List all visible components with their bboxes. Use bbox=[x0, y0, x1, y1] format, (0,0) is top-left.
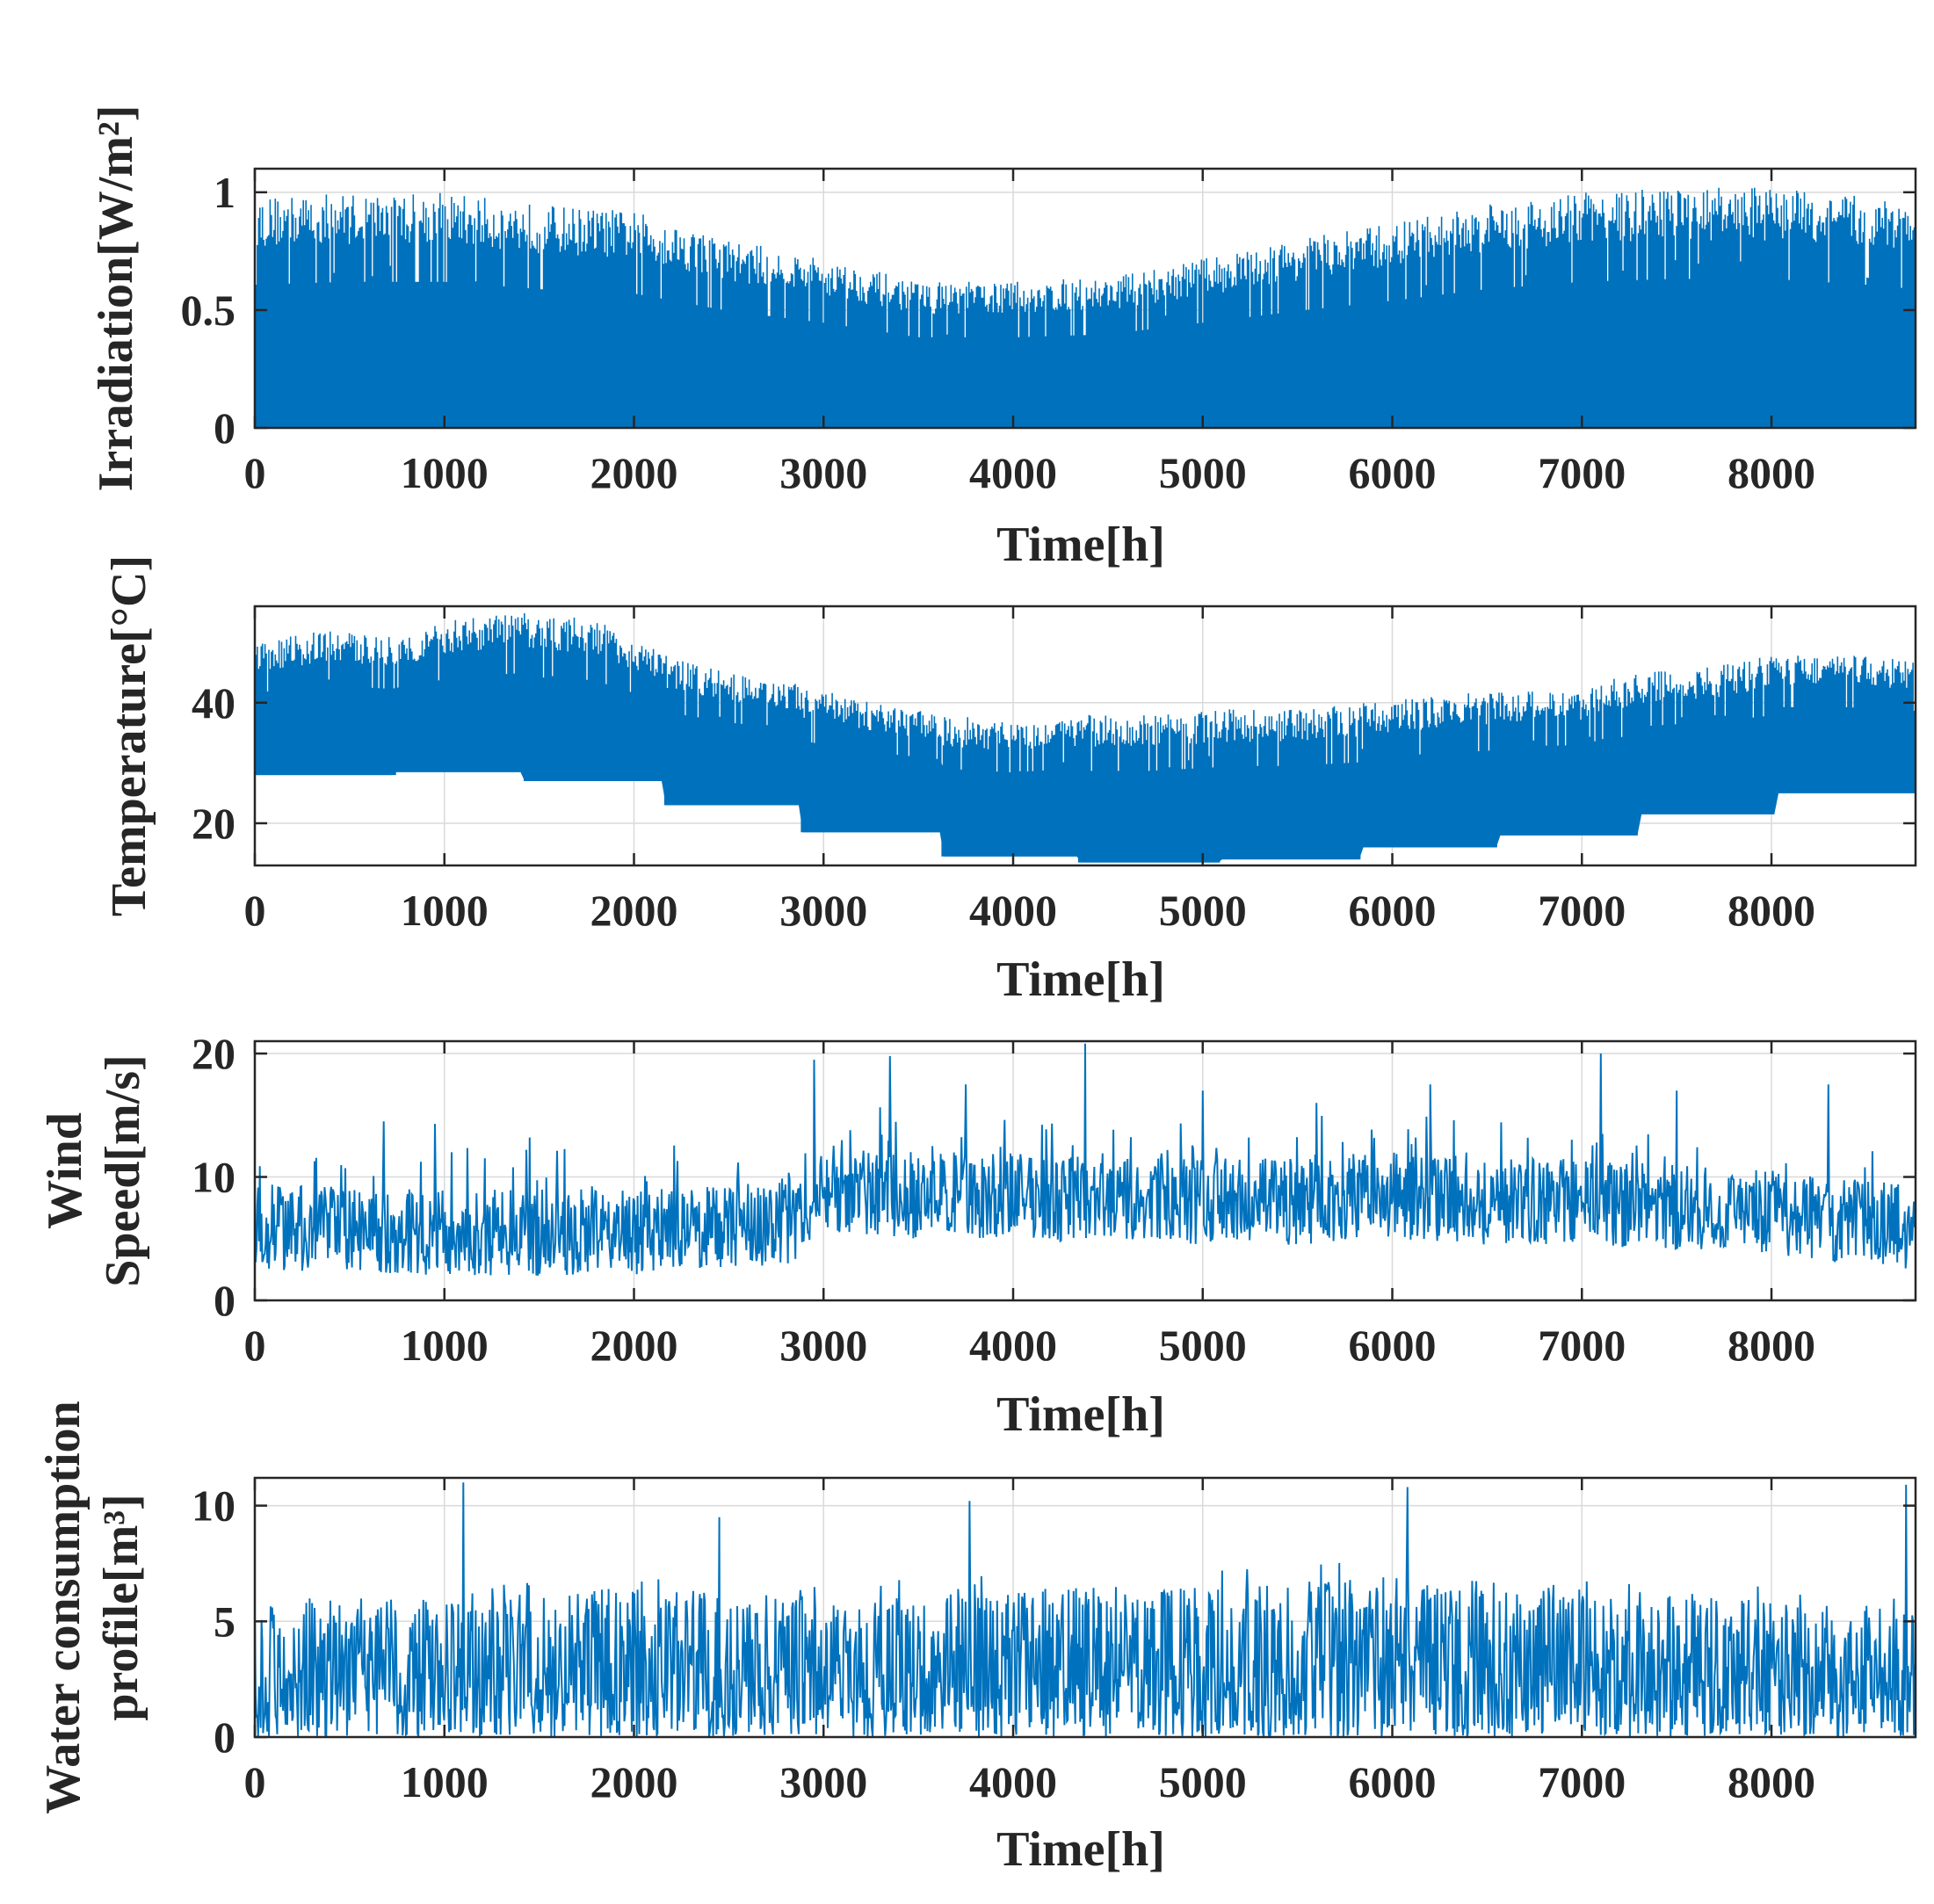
irradiation-xtick-label-8: 8000 bbox=[1728, 448, 1815, 497]
water-ylabel-line-0: Water consumption bbox=[36, 1401, 91, 1814]
wind-xlabel: Time[h] bbox=[996, 1387, 1165, 1442]
water-xtick-label-6: 6000 bbox=[1349, 1757, 1437, 1806]
temperature-xtick-label-3: 3000 bbox=[779, 886, 867, 935]
temperature-panel: 0 1000 2000 3000 4000 5000 6000 7000 8000 20 40 Tim… bbox=[102, 555, 1917, 1007]
water-ytick-label-0: 0 bbox=[214, 1712, 235, 1762]
temperature-xtick-label-0: 0 bbox=[244, 886, 266, 935]
wind-xtick-label-3: 3000 bbox=[779, 1321, 867, 1370]
irradiation-xtick-label-0: 0 bbox=[244, 448, 266, 497]
irradiation-xtick-label-2: 2000 bbox=[590, 448, 678, 497]
water-ylabel-line-1: profile[m³] bbox=[94, 1494, 148, 1720]
wind-ylabel-line-1: Speed[m/s] bbox=[96, 1054, 150, 1286]
temperature-axes-box bbox=[253, 605, 1917, 867]
irradiation-xtick-label-7: 7000 bbox=[1538, 448, 1626, 497]
water-xlabel: Time[h] bbox=[996, 1822, 1165, 1877]
irradiation-axes-box bbox=[253, 167, 1917, 430]
irradiation-xlabel: Time[h] bbox=[996, 518, 1165, 572]
irradiation-xtick-label-5: 5000 bbox=[1159, 448, 1247, 497]
temperature-series bbox=[255, 613, 1916, 863]
water-xtick-label-4: 4000 bbox=[969, 1757, 1057, 1806]
irradiation-ytick-label-1: 0.5 bbox=[181, 286, 236, 335]
irradiation-panel: 0 1000 2000 3000 4000 5000 6000 7000 8000 0 0.5 1 Ti… bbox=[89, 105, 1917, 572]
wind-xtick-label-8: 8000 bbox=[1728, 1321, 1815, 1370]
irradiation-xtick-label-6: 6000 bbox=[1349, 448, 1437, 497]
irradiation-xtick-label-1: 1000 bbox=[401, 448, 489, 497]
temperature-ylabel-line-0: Temperature[°C] bbox=[102, 555, 156, 916]
irradiation-xtick-label-4: 4000 bbox=[969, 448, 1057, 497]
water-xtick-label-7: 7000 bbox=[1538, 1757, 1626, 1806]
temperature-xtick-label-4: 4000 bbox=[969, 886, 1057, 935]
irradiation-series bbox=[255, 187, 1916, 428]
irradiation-ytick-label-2: 1 bbox=[214, 168, 235, 217]
irradiation-ytick-label-0: 0 bbox=[214, 403, 235, 452]
temperature-ytick-label-0: 20 bbox=[192, 799, 235, 848]
water-axes-box bbox=[253, 1476, 1917, 1739]
water-xtick-label-2: 2000 bbox=[590, 1757, 678, 1806]
temperature-ytick-label-1: 40 bbox=[192, 678, 235, 728]
wind-xtick-label-2: 2000 bbox=[590, 1321, 678, 1370]
wind-ytick-label-2: 20 bbox=[192, 1029, 235, 1078]
temperature-xlabel: Time[h] bbox=[996, 952, 1165, 1007]
water-xtick-label-5: 5000 bbox=[1159, 1757, 1247, 1806]
temperature-xtick-label-1: 1000 bbox=[401, 886, 489, 935]
water-panel: 0 1000 2000 3000 4000 5000 6000 7000 8000 0 5 10 Tim… bbox=[36, 1401, 1917, 1877]
irradiation-ylabel-line-0: Irradiation[W/m²] bbox=[89, 105, 143, 492]
temperature-xtick-label-2: 2000 bbox=[590, 886, 678, 935]
temperature-xtick-label-7: 7000 bbox=[1538, 886, 1626, 935]
wind-xtick-label-7: 7000 bbox=[1538, 1321, 1626, 1370]
wind-panel: 0 1000 2000 3000 4000 5000 6000 7000 8000 0 10 20 Ti… bbox=[38, 1029, 1917, 1442]
wind-series bbox=[255, 1043, 1916, 1276]
water-xtick-label-8: 8000 bbox=[1728, 1757, 1815, 1806]
wind-xtick-label-1: 1000 bbox=[401, 1321, 489, 1370]
water-xtick-label-1: 1000 bbox=[401, 1757, 489, 1806]
wind-xtick-label-6: 6000 bbox=[1349, 1321, 1437, 1370]
water-xtick-label-3: 3000 bbox=[779, 1757, 867, 1806]
wind-xtick-label-0: 0 bbox=[244, 1321, 266, 1370]
wind-xtick-label-4: 4000 bbox=[969, 1321, 1057, 1370]
wind-ytick-label-1: 10 bbox=[192, 1153, 235, 1202]
water-xtick-label-0: 0 bbox=[244, 1757, 266, 1806]
wind-ytick-label-0: 0 bbox=[214, 1276, 235, 1325]
temperature-xtick-label-8: 8000 bbox=[1728, 886, 1815, 935]
wind-ylabel-line-0: Wind bbox=[38, 1112, 92, 1229]
water-ytick-label-2: 10 bbox=[192, 1481, 235, 1531]
irradiation-xtick-label-3: 3000 bbox=[779, 448, 867, 497]
water-ytick-label-1: 5 bbox=[214, 1596, 235, 1646]
wind-xtick-label-5: 5000 bbox=[1159, 1321, 1247, 1370]
water-series bbox=[255, 1482, 1916, 1737]
temperature-xtick-label-6: 6000 bbox=[1349, 886, 1437, 935]
wind-axes-box bbox=[253, 1039, 1917, 1302]
temperature-xtick-label-5: 5000 bbox=[1159, 886, 1247, 935]
